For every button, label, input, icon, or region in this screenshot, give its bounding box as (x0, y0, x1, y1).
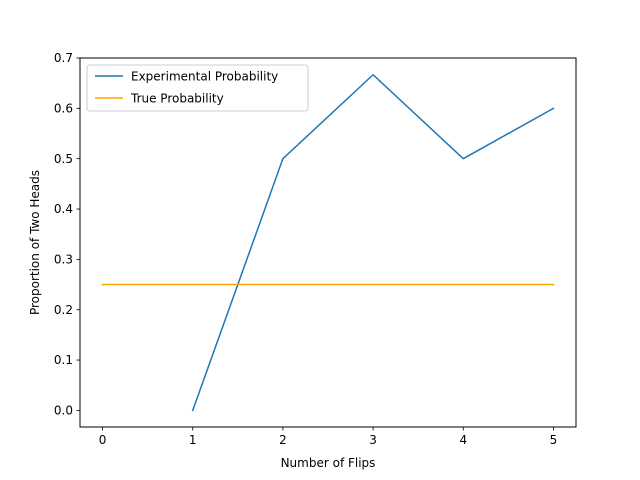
legend-label-1: Experimental Probability (131, 69, 278, 83)
y-tick-label: 0.1 (54, 353, 73, 367)
ticks: 0 1 2 3 4 5 0.0 0.1 0.2 0.3 0.4 0.5 0.6 0.7 (54, 51, 557, 447)
x-tick-label: 0 (99, 433, 107, 447)
plot-area (101, 74, 555, 412)
legend-label-2: True Probability (130, 91, 224, 105)
series-line-1 (191, 74, 555, 412)
y-tick-label: 0.7 (54, 51, 73, 65)
y-tick-label: 0.4 (54, 202, 73, 216)
x-tick-label: 5 (550, 433, 558, 447)
x-tick-label: 3 (369, 433, 377, 447)
axes-frame (79, 57, 577, 428)
y-tick-label: 0.5 (54, 152, 73, 166)
x-tick-label: 1 (189, 433, 197, 447)
y-tick-label: 0.3 (54, 253, 73, 267)
legend-box (86, 64, 309, 112)
y-axis-label: Proportion of Two Heads (28, 170, 42, 315)
x-tick-label: 4 (459, 433, 467, 447)
x-axis-label: Number of Flips (281, 456, 376, 470)
y-tick-label: 0.0 (54, 404, 73, 418)
y-tick-label: 0.2 (54, 303, 73, 317)
x-tick-label: 2 (279, 433, 287, 447)
y-tick-label: 0.6 (54, 102, 73, 116)
legend: Experimental Probability True Probability (86, 64, 309, 112)
